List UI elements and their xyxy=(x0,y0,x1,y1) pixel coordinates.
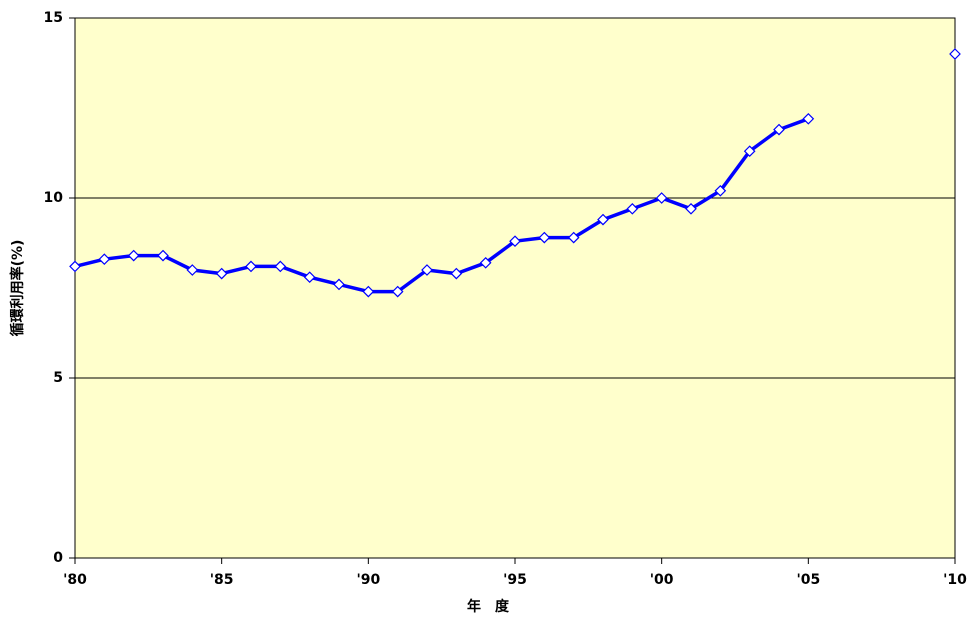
data-point xyxy=(655,192,668,204)
data-point xyxy=(98,253,111,266)
plot-area xyxy=(75,18,955,558)
y-tick-label: 0 xyxy=(53,550,63,566)
x-tick-label: '80 xyxy=(63,572,87,588)
data-point xyxy=(949,48,961,60)
data-point xyxy=(421,264,433,276)
data-point xyxy=(626,202,639,215)
data-point xyxy=(685,202,697,215)
x-tick-label: '05 xyxy=(796,572,820,588)
data-point xyxy=(186,264,199,276)
data-point xyxy=(333,278,345,291)
data-point xyxy=(509,235,521,248)
data-point xyxy=(303,271,316,284)
data-point xyxy=(157,249,169,262)
data-point xyxy=(245,260,257,273)
data-point xyxy=(127,249,140,262)
x-tick-label: '10 xyxy=(943,572,967,588)
data-point xyxy=(567,231,580,244)
data-point xyxy=(391,285,404,298)
y-tick-label: 15 xyxy=(44,10,63,26)
x-tick-label: '00 xyxy=(650,572,674,588)
data-point xyxy=(538,231,551,244)
data-point xyxy=(215,267,228,280)
data-point xyxy=(450,267,463,280)
x-tick-label: '90 xyxy=(356,572,380,588)
data-point xyxy=(714,184,727,197)
data-point xyxy=(597,213,609,226)
data-point xyxy=(69,260,81,273)
data-point xyxy=(743,145,756,158)
data-point xyxy=(362,285,375,298)
x-axis-label: 年 度 xyxy=(467,598,510,615)
y-tick-label: 10 xyxy=(44,190,64,206)
data-point xyxy=(773,123,785,136)
plot-border xyxy=(74,17,956,559)
x-tick-label: '85 xyxy=(210,572,234,588)
x-tick-label: '95 xyxy=(503,572,527,588)
y-axis-label: 循環利用率(%) xyxy=(9,240,26,337)
y-tick-label: 5 xyxy=(53,370,63,386)
data-point xyxy=(274,260,287,273)
data-point xyxy=(479,256,492,269)
data-point xyxy=(802,112,815,125)
